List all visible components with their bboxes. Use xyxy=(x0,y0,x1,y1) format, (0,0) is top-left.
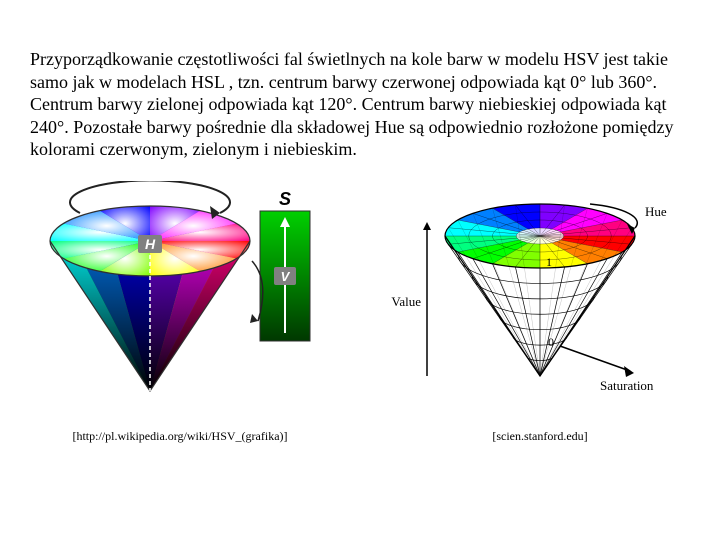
svg-text:V: V xyxy=(281,269,291,284)
svg-text:H: H xyxy=(145,236,156,252)
svg-text:Value: Value xyxy=(391,294,421,309)
svg-text:1: 1 xyxy=(546,255,552,269)
svg-text:0: 0 xyxy=(548,335,554,349)
svg-text:Hue: Hue xyxy=(645,204,667,219)
hsv-cone-wireframe: Hue Value 0 1 Saturation xyxy=(390,181,690,411)
caption-left: [http://pl.wikipedia.org/wiki/HSV_(grafi… xyxy=(72,429,287,444)
figure-right: Hue Value 0 1 Saturation [scien.stanford.edu… xyxy=(390,181,690,444)
figures-row: H S V [http://pl.wikipedia.org/wiki/HSV_(g… xyxy=(30,181,690,444)
caption-right: [scien.stanford.edu] xyxy=(492,429,587,444)
svg-text:S: S xyxy=(279,189,291,209)
hsv-cone-solid: H S V xyxy=(30,181,330,411)
body-paragraph: Przyporządkowanie częstotliwości fal świ… xyxy=(30,48,690,161)
slide-page: Przyporządkowanie częstotliwości fal świ… xyxy=(0,0,720,444)
svg-text:Saturation: Saturation xyxy=(600,378,654,393)
figure-left: H S V [http://pl.wikipedia.org/wiki/HSV_(g… xyxy=(30,181,330,444)
